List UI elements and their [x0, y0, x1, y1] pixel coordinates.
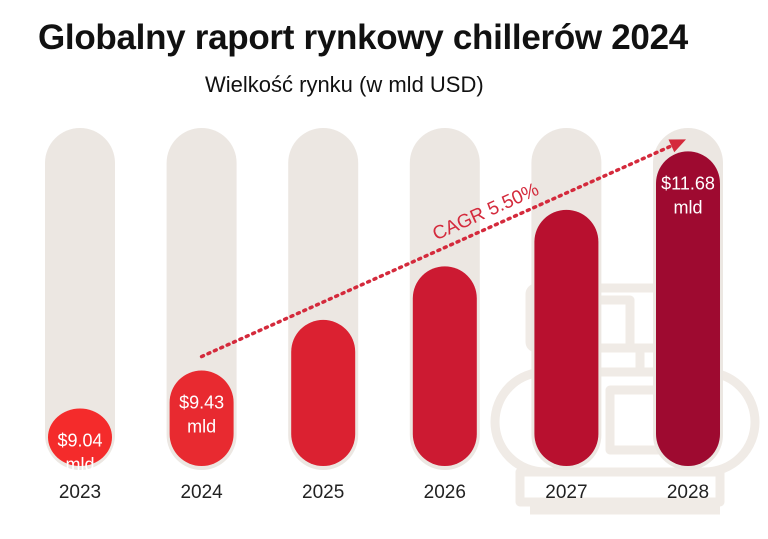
x-tick-2026: 2026	[424, 482, 466, 503]
bar-2026	[412, 266, 477, 466]
chart-subtitle: Wielkość rynku (w mld USD)	[205, 72, 484, 97]
bar-2024	[169, 370, 234, 466]
cagr-arrow-head	[668, 139, 686, 153]
bar-2025	[291, 319, 356, 466]
chart-title: Globalny raport rynkowy chillerów 2024	[38, 18, 688, 57]
unit-label-2028: mld	[673, 197, 702, 217]
x-tick-2027: 2027	[545, 482, 587, 503]
unit-label-2024: mld	[187, 417, 216, 437]
x-tick-2025: 2025	[302, 482, 344, 503]
x-tick-2023: 2023	[59, 482, 101, 503]
value-label-2024: $9.43	[179, 393, 224, 413]
bar-2027	[534, 209, 599, 466]
value-label-2028: $11.68	[661, 173, 715, 193]
bar-2028	[656, 151, 720, 467]
unit-label-2023: mld	[65, 455, 94, 475]
x-tick-2024: 2024	[180, 482, 223, 503]
bar-track	[45, 128, 115, 470]
x-tick-2028: 2028	[667, 482, 709, 503]
value-label-2023: $9.04	[57, 431, 102, 451]
bar-2023	[48, 408, 112, 466]
cagr-arrow-line	[199, 143, 675, 359]
